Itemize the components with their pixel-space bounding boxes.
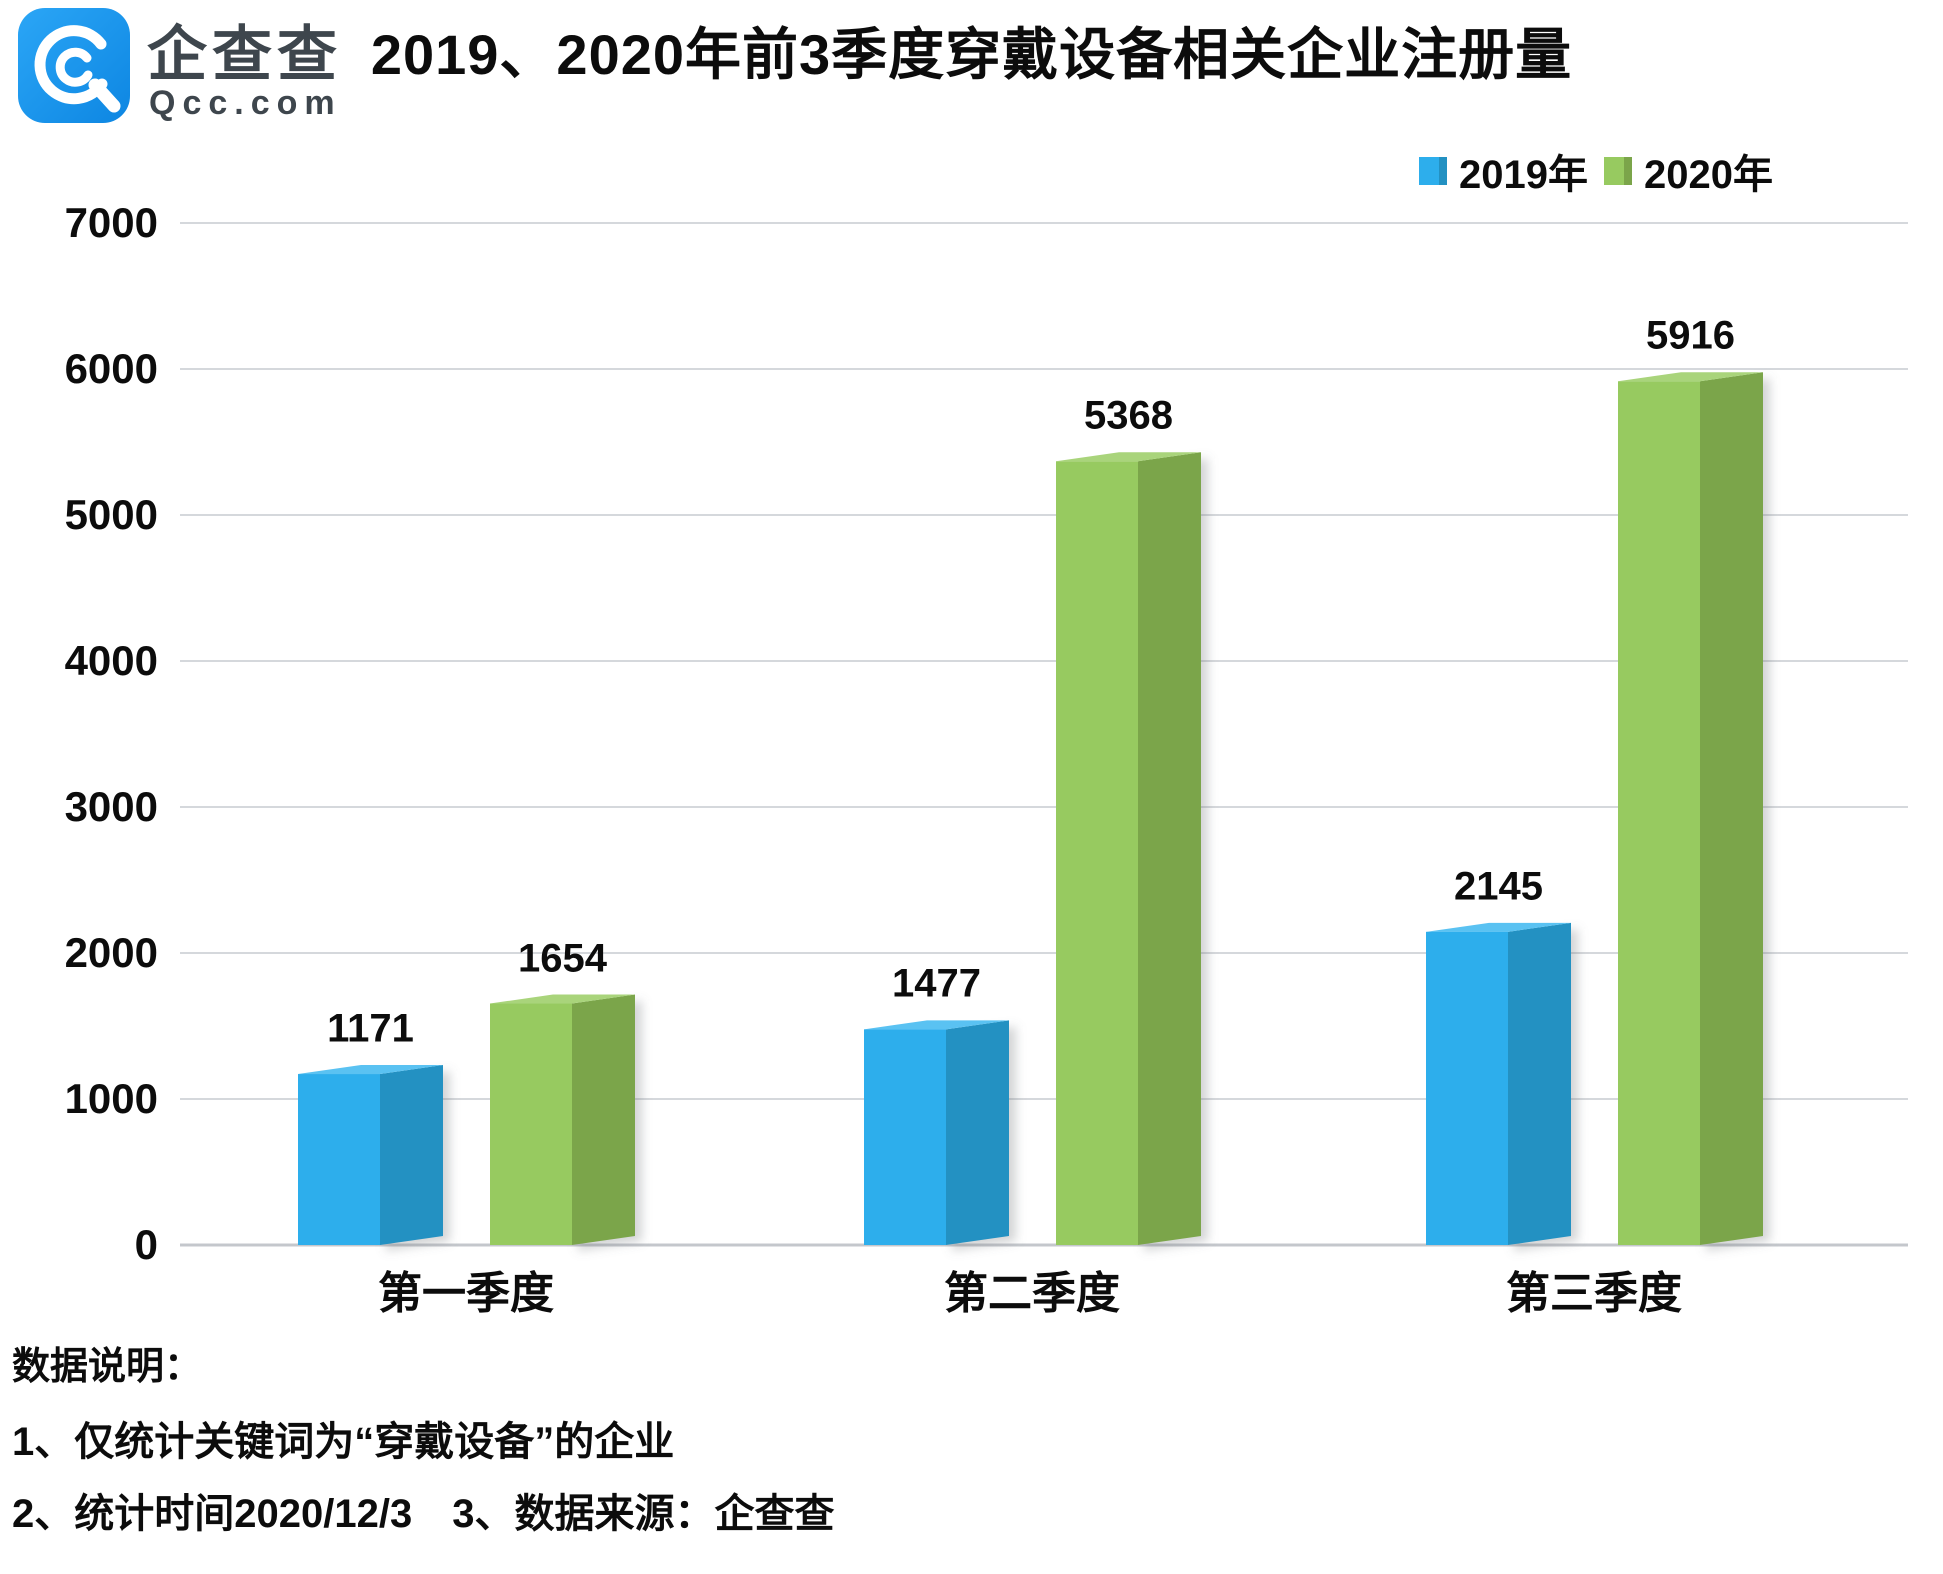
legend-item: 2019年 (1419, 142, 1588, 200)
legend-label: 2019年 (1459, 153, 1589, 197)
bar-side-face (1508, 922, 1571, 1245)
y-tick-label: 0 (134, 1221, 158, 1268)
notes-heading: 数据说明： (12, 1346, 203, 1388)
data-notes: 数据说明： 1、仅统计关键词为“穿戴设备”的企业 2、统计时间2020/12/3… (12, 1344, 834, 1562)
bar-value-label: 5916 (1646, 313, 1735, 358)
bar-top-face (490, 994, 635, 1004)
bar-front-face (490, 1003, 572, 1245)
bar-value-label: 1654 (518, 936, 607, 981)
bar-side-face (380, 1065, 443, 1245)
bar-value-label: 1171 (327, 1006, 414, 1051)
bar-value-label: 1477 (892, 961, 981, 1006)
chart-title: 2019、2020年前3季度穿戴设备相关企业注册量 (370, 23, 1573, 86)
y-tick-label: 2000 (64, 929, 158, 976)
bar-top-face (298, 1065, 443, 1075)
y-tick-label: 7000 (64, 199, 158, 246)
bar-front-face (1426, 931, 1508, 1245)
y-tick-label: 5000 (64, 491, 158, 538)
bar-top-face (1426, 922, 1571, 932)
bar-side-face (572, 994, 635, 1245)
bar-side-face (946, 1020, 1009, 1245)
notes-line-1: 1、仅统计关键词为“穿戴设备”的企业 (12, 1420, 675, 1464)
qcc-logo-icon (18, 8, 130, 123)
bar-front-face (1618, 381, 1700, 1245)
bar-front-face (1056, 461, 1138, 1246)
legend-swatch-icon (1604, 157, 1633, 185)
bar-value-label: 2145 (1454, 864, 1543, 909)
logo-q-tail (88, 78, 121, 113)
logo-inner-c (55, 47, 93, 87)
brand-name: 企查查 (147, 21, 342, 88)
legend: 2019年 2020年 (1419, 142, 1773, 200)
bar-top-face (1618, 372, 1763, 382)
notes-line-2: 2、统计时间2020/12/3 3、数据来源：企查查 (12, 1492, 835, 1536)
bar-front-face (298, 1074, 380, 1245)
bar-front-face (864, 1029, 946, 1245)
legend-item: 2020年 (1604, 142, 1773, 200)
bar-value-label: 5368 (1084, 393, 1173, 438)
bar-top-face (1056, 452, 1201, 462)
y-tick-label: 1000 (64, 1075, 158, 1122)
y-tick-label: 4000 (64, 637, 158, 684)
y-tick-label: 3000 (64, 783, 158, 830)
x-category-label: 第一季度 (378, 1269, 554, 1318)
y-tick-label: 6000 (64, 345, 158, 392)
legend-swatch-icon (1419, 157, 1448, 185)
bars (298, 372, 1770, 1252)
legend-label: 2020年 (1644, 153, 1773, 197)
bar-side-face (1700, 372, 1763, 1245)
x-category-label: 第二季度 (944, 1269, 1120, 1318)
bar-side-face (1138, 452, 1201, 1246)
bar-top-face (864, 1020, 1009, 1030)
logo-outer-c (34, 25, 108, 105)
x-category-label: 第三季度 (1506, 1269, 1682, 1318)
brand-domain: Qcc.com (149, 84, 342, 122)
